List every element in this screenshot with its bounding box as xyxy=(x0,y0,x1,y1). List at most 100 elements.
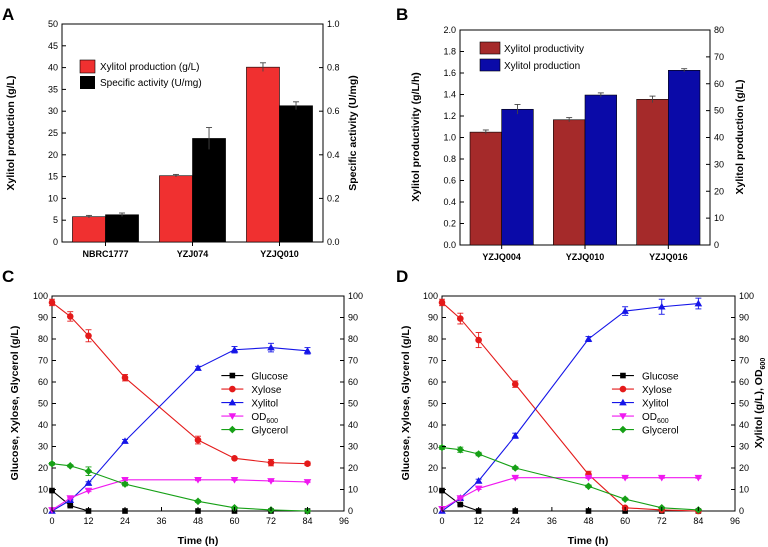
data-point-od600 xyxy=(694,474,703,482)
y-tick-label-d: 0 xyxy=(433,506,438,516)
y-axis-title-d: Glucose, Xylose, Glycerol (g/L) xyxy=(400,326,412,481)
y-tick-label-a: 50 xyxy=(48,19,58,29)
y2-tick-label-c: 20 xyxy=(348,463,358,473)
y2-tick-label-d: 0 xyxy=(739,506,744,516)
data-point-xylose xyxy=(194,436,202,444)
data-point-glucose xyxy=(67,502,74,509)
y-tick-label-a: 5 xyxy=(53,215,58,225)
x-tick-label-d: 96 xyxy=(730,516,740,526)
x-tick-label-b: YZJQ010 xyxy=(566,252,605,262)
legend-marker-xylitol xyxy=(619,398,627,406)
y2-tick-label-c: 30 xyxy=(348,442,358,452)
y2-axis-title-d: Xylitol (g/L), OD600 xyxy=(753,358,767,449)
y-tick-label-a: 0 xyxy=(53,237,58,247)
y2-tick-label-c: 70 xyxy=(348,356,358,366)
x-tick-label-c: 0 xyxy=(49,516,54,526)
legend-swatch-specific-activity xyxy=(80,76,95,89)
data-point-od600 xyxy=(511,474,520,482)
y-tick-label-d: 70 xyxy=(428,356,438,366)
data-point-glycerol xyxy=(438,443,446,452)
y2-tick-label-c: 100 xyxy=(348,291,363,301)
y2-tick-label-d: 70 xyxy=(739,356,749,366)
data-point-xylose xyxy=(438,299,446,306)
legend-swatch-xylitol-productivity xyxy=(479,41,501,55)
data-point-xylitol xyxy=(657,302,666,310)
y-tick-label-a: 15 xyxy=(48,172,58,182)
legend-label-main-glucose: Glucose xyxy=(251,372,288,383)
y2-tick-label-c: 80 xyxy=(348,334,358,344)
x-axis-c: 0 12 24 36 48 60 72 84 96 xyxy=(49,507,349,526)
x-tick-label-c: 96 xyxy=(339,516,349,526)
legend-label-main-glycerol: Glycerol xyxy=(251,426,288,437)
bar-specific-activity-u-mg-yzj074 xyxy=(192,138,226,243)
legend-label-od600: OD600 xyxy=(642,412,669,425)
data-point-glycerol xyxy=(48,459,56,468)
y2-tick-label-d: 90 xyxy=(739,313,749,323)
x-axis-b: YZJQ004 YZJQ010 YZJQ016 xyxy=(482,245,688,262)
panel-label-a: A xyxy=(2,5,14,24)
panel-a: A 0 5 10 15 20 25 30 35 40 45 50 0.0 0.2 0.4 0.6 0.8 1.… xyxy=(2,5,359,259)
y-axis-title-a: Xylitol production (g/L) xyxy=(5,76,17,191)
bar-xylitol-production-yzjq010 xyxy=(584,94,617,246)
x-tick-label-c: 72 xyxy=(266,516,276,526)
data-point-xylitol xyxy=(84,479,93,486)
legend-swatch-xylitol-production-b xyxy=(479,58,501,72)
y2-tick-label-c: 0 xyxy=(348,506,353,516)
bar-specific-activity-u-mg-nbrc1777 xyxy=(105,214,139,243)
y2-tick-label-d: 40 xyxy=(739,420,749,430)
bar-xylitol-production-g-l-yzj074 xyxy=(159,175,193,243)
x-tick-label-c: 36 xyxy=(156,516,166,526)
series-line-od600 xyxy=(51,479,308,511)
legend-label-sub-od600: 600 xyxy=(657,418,669,425)
y2-axis-title-b: Xylitol production (g/L) xyxy=(734,80,746,195)
bar-xylitol-production-yzjq016 xyxy=(668,70,701,246)
y-tick-label-b: 1.2 xyxy=(443,111,456,121)
legend-label-xylitol-production: Xylitol production (g/L) xyxy=(100,62,200,73)
y2-tick-label-d: 50 xyxy=(739,399,749,409)
y-tick-label-a: 40 xyxy=(48,63,58,73)
data-point-glycerol xyxy=(621,495,629,503)
y-axis-a: 0 5 10 15 20 25 30 35 40 45 50 xyxy=(48,19,66,247)
bar-xylitol-production-g-l-nbrc1777 xyxy=(72,216,106,243)
y2-tick-label-c: 40 xyxy=(348,420,358,430)
data-point-glucose xyxy=(457,501,464,508)
bars-b xyxy=(469,68,701,246)
y-tick-label-b: 1.8 xyxy=(443,47,456,57)
y-tick-label-c: 0 xyxy=(43,506,48,516)
x-tick-label-c: 60 xyxy=(229,516,239,526)
y-tick-label-c: 60 xyxy=(38,377,48,387)
x-tick-label-b: YZJQ016 xyxy=(649,252,688,262)
y-tick-label-a: 45 xyxy=(48,41,58,51)
y2-tick-label-d: 100 xyxy=(739,291,754,301)
legend-marker-od600 xyxy=(228,413,237,420)
y2-tick-label-d: 80 xyxy=(739,334,749,344)
y-tick-label-c: 10 xyxy=(38,485,48,495)
legend-label-od600: OD600 xyxy=(251,412,278,425)
data-point-glycerol xyxy=(121,480,129,488)
y2-tick-label-c: 50 xyxy=(348,399,358,409)
data-point-glucose xyxy=(439,487,445,494)
data-point-xylitol xyxy=(621,307,629,314)
data-point-od600 xyxy=(230,477,239,484)
x-tick-label-d: 60 xyxy=(620,516,630,526)
y2-tick-label-a: 0.6 xyxy=(327,106,340,116)
y-tick-label-b: 1.6 xyxy=(443,68,456,78)
data-point-glycerol xyxy=(84,467,93,476)
y-tick-label-b: 0.2 xyxy=(443,219,456,229)
data-point-glycerol xyxy=(194,497,202,506)
legend-label-glucose: Glucose xyxy=(642,372,679,383)
y-tick-label-d: 30 xyxy=(428,442,438,452)
y-axis-title-c: Glucose, Xylose, Glycerol (g/L) xyxy=(9,326,21,481)
y2-tick-label-c: 10 xyxy=(348,485,358,495)
series-line-glycerol xyxy=(51,463,308,512)
legend-marker-glycerol xyxy=(228,425,237,434)
legend-label-main-glycerol: Glycerol xyxy=(642,426,679,437)
data-point-glycerol xyxy=(456,445,465,454)
series-line-xylose xyxy=(441,302,699,512)
data-point-glycerol xyxy=(66,462,75,470)
y2-tick-label-c: 60 xyxy=(348,377,358,387)
y2-tick-label-a: 0.2 xyxy=(327,193,340,203)
y2-axis-title-d-main: Xylitol (g/L), OD xyxy=(753,369,765,448)
